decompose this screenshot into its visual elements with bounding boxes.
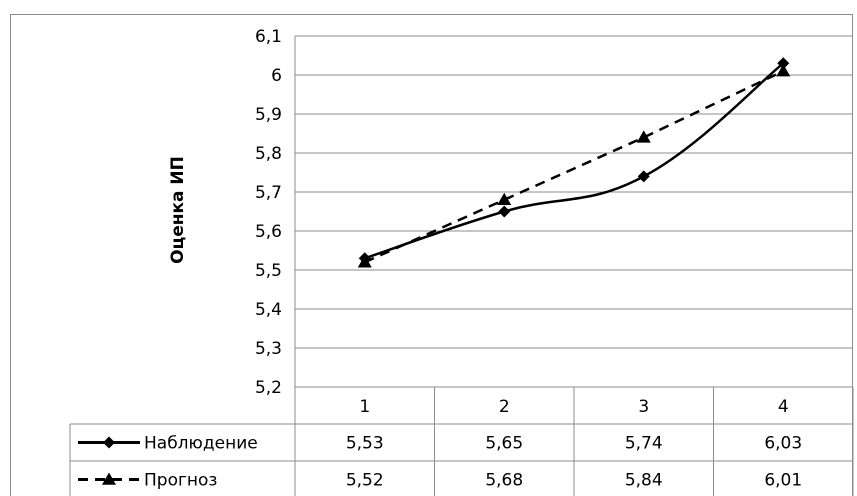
legend-marker-1 — [102, 472, 116, 485]
x-category-label: 2 — [499, 397, 510, 417]
y-tick-label: 5,4 — [255, 300, 282, 320]
chart-frame — [10, 14, 853, 496]
y-tick-label: 5,2 — [255, 378, 282, 398]
legend-marker-0 — [103, 436, 115, 449]
data-table-cell: 5,53 — [346, 434, 384, 454]
legend-label: Прогноз — [144, 471, 217, 491]
series-line-0 — [364, 62, 785, 260]
y-tick-label: 5,5 — [255, 261, 282, 281]
data-table-cell: 6,01 — [764, 471, 802, 491]
y-tick-label: 5,9 — [255, 105, 282, 125]
data-table-cell: 5,52 — [346, 471, 384, 491]
y-tick-label: 5,6 — [255, 222, 282, 242]
y-tick-label: 5,8 — [255, 144, 282, 164]
data-table-cell: 5,68 — [485, 471, 523, 491]
data-point-1-3 — [776, 64, 791, 77]
x-category-label: 4 — [778, 397, 789, 417]
y-axis-ticks: 5,2 5,3 5,4 5,5 5,6 5,7 5,8 5,9 6 6,1 — [255, 27, 282, 398]
y-tick-label: 5,3 — [255, 339, 282, 359]
data-point-0-1 — [498, 205, 511, 218]
y-axis-label: Оценка ИП — [168, 156, 188, 264]
legend-label: Наблюдение — [144, 434, 258, 454]
data-table-cell: 5,84 — [625, 471, 663, 491]
x-category-label: 3 — [638, 397, 649, 417]
data-table-cell: 5,74 — [625, 434, 663, 454]
data-point-0-3 — [777, 57, 790, 70]
data-table-cell: 5,65 — [485, 434, 523, 454]
data-point-1-1 — [497, 192, 512, 206]
gridlines — [294, 35, 853, 387]
series-lines — [357, 57, 791, 268]
data-point-1-0 — [357, 255, 372, 268]
y-tick-label: 6,1 — [255, 27, 282, 47]
data-table: 1 2 3 4 Наблюдение 5,53 5,65 5,74 6,03 Прогноз 5,5… — [69, 386, 854, 496]
y-tick-label: 6 — [271, 66, 282, 86]
data-point-0-2 — [637, 170, 650, 183]
data-table-cell: 6,03 — [764, 434, 802, 454]
x-category-label: 1 — [359, 397, 370, 417]
series-line-1 — [364, 69, 784, 264]
y-tick-label: 5,7 — [255, 183, 282, 203]
data-point-1-2 — [636, 130, 651, 143]
